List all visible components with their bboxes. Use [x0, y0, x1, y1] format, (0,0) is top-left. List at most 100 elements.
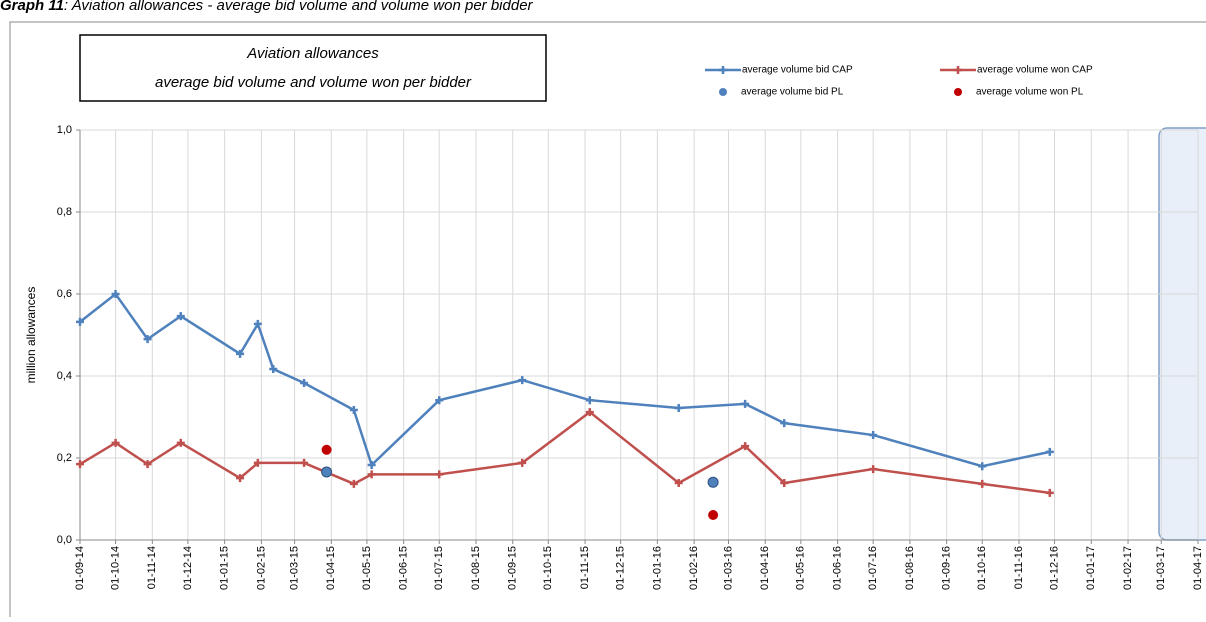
- point-marker: [518, 376, 527, 385]
- x-tick-label: 01-04-16: [759, 546, 771, 590]
- x-tick-label: 01-04-17: [1192, 546, 1204, 590]
- point-marker: [349, 406, 358, 415]
- legend-label: average volume won CAP: [977, 65, 1093, 76]
- point-marker: [435, 470, 444, 479]
- x-tick-label: 01-01-16: [651, 546, 663, 590]
- point-marker: [780, 479, 789, 488]
- x-tick-label: 01-05-16: [795, 546, 807, 590]
- x-tick-label: 01-10-14: [109, 546, 121, 590]
- legend-swatch: [954, 88, 962, 96]
- legend-label: average volume bid CAP: [742, 65, 853, 76]
- legend-swatch: [954, 66, 962, 74]
- point-marker: [435, 396, 444, 405]
- x-tick-label: 01-11-16: [1013, 546, 1025, 589]
- point-marker: [741, 399, 750, 408]
- point-marker: [585, 396, 594, 405]
- point-marker: [978, 479, 987, 488]
- chart-title: Aviation allowances: [246, 45, 379, 62]
- y-tick-label: 0,0: [57, 534, 72, 546]
- x-tick-label: 01-02-15: [255, 546, 267, 590]
- figure-label: Graph 11: [0, 0, 64, 14]
- point-marker: [674, 403, 683, 412]
- x-tick-label: 01-01-17: [1085, 546, 1097, 590]
- point-marker: [111, 290, 120, 298]
- legend-label: average volume won PL: [976, 87, 1084, 98]
- series-line: [79, 292, 1051, 468]
- x-tick-label: 01-09-16: [941, 546, 953, 590]
- point-marker: [176, 312, 185, 321]
- x-tick-label: 01-06-15: [398, 546, 410, 590]
- point-marker: [236, 474, 245, 483]
- x-tick-label: 01-02-17: [1122, 546, 1134, 590]
- x-tick-label: 01-11-15: [579, 546, 591, 589]
- point-marker: [741, 442, 750, 451]
- x-tick-label: 01-11-14: [146, 546, 158, 589]
- x-tick-label: 01-03-17: [1155, 546, 1167, 590]
- point-marker: [367, 470, 376, 479]
- point-marker: [978, 462, 987, 471]
- y-tick-label: 1,0: [57, 124, 72, 136]
- x-tick-label: 01-10-15: [542, 546, 554, 590]
- point-marker: [869, 431, 878, 440]
- point-marker: [269, 365, 278, 374]
- x-tick-label: 01-12-15: [615, 546, 627, 590]
- point-marker: [300, 378, 309, 387]
- point-marker: [76, 460, 84, 469]
- x-tick-label: 01-04-15: [325, 546, 337, 590]
- point-marker: [111, 438, 120, 447]
- title-box: [79, 34, 547, 102]
- point-marker: [367, 460, 376, 469]
- y-tick-label: 0,6: [57, 288, 72, 300]
- point-marker: [300, 458, 309, 467]
- point-marker: [236, 349, 245, 358]
- x-tick-label: 01-06-16: [831, 546, 843, 590]
- legend-label: average volume bid PL: [741, 87, 844, 98]
- point-marker: [253, 458, 262, 467]
- point-marker: [76, 317, 84, 326]
- y-tick-label: 0,8: [57, 206, 72, 218]
- point-marker: [869, 465, 878, 474]
- x-tick-label: 01-03-16: [722, 546, 734, 590]
- point-marker: [176, 438, 185, 447]
- x-tick-label: 01-09-14: [74, 546, 86, 590]
- point-dot: [321, 444, 332, 455]
- x-tick-label: 01-08-16: [904, 546, 916, 590]
- chart-frame: [9, 21, 1206, 622]
- point-marker: [143, 335, 152, 344]
- point-marker: [585, 408, 594, 417]
- figure-caption: Graph 11: Aviation allowances - average …: [0, 0, 534, 14]
- x-tick-label: 01-02-16: [688, 546, 700, 590]
- point-marker: [518, 458, 527, 467]
- y-tick-label: 0,4: [57, 370, 72, 382]
- x-tick-label: 01-09-15: [507, 546, 519, 590]
- y-axis-label: million allowances: [24, 287, 38, 384]
- x-tick-label: 01-10-16: [976, 546, 988, 590]
- x-tick-label: 01-08-15: [470, 546, 482, 590]
- point-marker: [253, 319, 262, 328]
- x-tick-label: 01-07-16: [867, 546, 879, 590]
- chart-title: average bid volume and volume won per bi…: [155, 74, 472, 91]
- series-line: [79, 410, 1050, 495]
- x-tick-label: 01-01-15: [219, 546, 231, 590]
- legend-swatch: [719, 88, 727, 96]
- point-marker: [1045, 488, 1054, 497]
- point-marker: [780, 419, 789, 428]
- point-dot: [707, 476, 719, 488]
- legend-swatch: [719, 66, 727, 74]
- x-tick-label: 01-03-15: [288, 546, 300, 590]
- x-tick-label: 01-12-16: [1048, 546, 1060, 590]
- x-tick-label: 01-12-14: [182, 546, 194, 590]
- point-dot: [321, 466, 333, 478]
- x-tick-label: 01-05-15: [361, 546, 373, 590]
- point-marker: [674, 479, 683, 488]
- point-marker: [143, 460, 152, 469]
- x-tick-label: 01-07-15: [433, 546, 445, 590]
- y-tick-label: 0,2: [57, 452, 72, 464]
- highlight-band: [1158, 127, 1206, 541]
- point-marker: [1045, 447, 1054, 456]
- point-marker: [349, 479, 358, 488]
- figure-caption-text: : Aviation allowances - average bid volu…: [64, 0, 534, 14]
- point-dot: [708, 509, 719, 520]
